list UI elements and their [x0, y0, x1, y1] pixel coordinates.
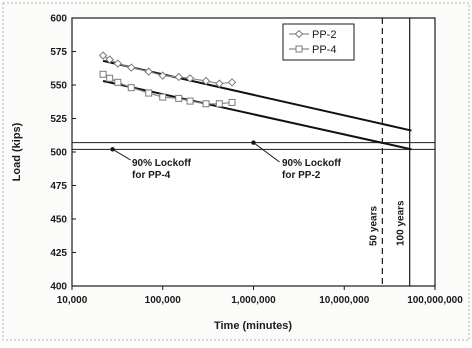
x-tick-label: 10,000,000	[319, 295, 369, 306]
square-marker	[186, 97, 194, 105]
hundred-years-label: 100 years	[396, 200, 407, 246]
legend-entry: PP-2	[289, 29, 336, 41]
x-tick-label: 100,000,000	[407, 295, 463, 306]
legend-box	[282, 23, 355, 61]
diamond-marker	[158, 71, 167, 80]
diamond-marker	[201, 76, 211, 86]
square-marker	[228, 98, 236, 106]
square-marker	[159, 93, 167, 101]
lockoff-pp2-leader	[253, 142, 280, 163]
y-tick-label: 400	[50, 282, 67, 293]
square-marker	[295, 45, 303, 53]
square-marker	[202, 100, 210, 108]
y-tick-label: 475	[50, 181, 67, 192]
plot-area	[71, 17, 436, 287]
square-marker	[114, 78, 122, 86]
legend: PP-2 PP-4	[282, 23, 355, 61]
square-marker	[175, 94, 183, 102]
legend-entry: PP-4	[289, 44, 336, 56]
y-tick-label: 550	[50, 81, 67, 92]
square-marker	[99, 70, 107, 78]
y-tick-label: 525	[50, 114, 67, 125]
square-marker	[215, 100, 223, 108]
diamond-marker	[215, 79, 224, 88]
diamond-marker	[294, 29, 304, 39]
figure-border	[2, 2, 470, 341]
x-axis-ticks: 10,000 100,000 1,000,000 10,000,000 100,000,…	[57, 286, 463, 306]
diamond-marker	[98, 51, 108, 60]
diamond-marker	[105, 55, 114, 64]
legend-label: PP-4	[312, 44, 336, 56]
diamond-marker	[113, 59, 123, 68]
square-marker	[106, 74, 114, 82]
reference-lines	[72, 18, 435, 286]
diamond-marker	[174, 72, 183, 82]
diamond-marker	[144, 67, 153, 76]
x-axis-title: Time (minutes)	[214, 320, 292, 332]
fifty-years-label: 50 years	[368, 206, 379, 246]
series-pp-4	[99, 70, 236, 108]
square-marker	[145, 89, 153, 97]
series-pp-2	[98, 51, 237, 88]
x-tick-label: 1,000,000	[231, 295, 276, 306]
y-tick-label: 600	[50, 14, 67, 25]
legend-label: PP-2	[312, 29, 336, 41]
y-axis-title: Load (kips)	[11, 122, 23, 181]
data-series	[98, 51, 237, 108]
lockoff-pp2-label: 90% Lockoff	[282, 158, 342, 169]
x-tick-label: 100,000	[145, 295, 182, 306]
trend-line	[102, 59, 412, 132]
diamond-marker	[127, 63, 136, 72]
square-marker	[127, 84, 135, 92]
y-tick-label: 425	[50, 248, 67, 259]
y-axis-ticks: 400 425 450 475 500 525 550 575 600	[50, 14, 76, 293]
lockoff-pp4-label: 90% Lockoff	[132, 158, 192, 169]
y-tick-label: 450	[50, 215, 67, 226]
lockoff-pp4-label: for PP-4	[132, 170, 171, 181]
diamond-marker	[227, 78, 237, 87]
lockoff-pp2-label: for PP-2	[282, 170, 321, 181]
y-tick-label: 575	[50, 47, 67, 58]
lockoff-pp4-leader	[112, 148, 131, 161]
x-tick-label: 10,000	[57, 295, 88, 306]
trend-line	[102, 80, 412, 151]
trend-lines	[102, 59, 412, 151]
legend-entries: PP-2 PP-4	[289, 29, 336, 56]
y-tick-label: 500	[50, 148, 67, 159]
diamond-marker	[185, 74, 195, 83]
